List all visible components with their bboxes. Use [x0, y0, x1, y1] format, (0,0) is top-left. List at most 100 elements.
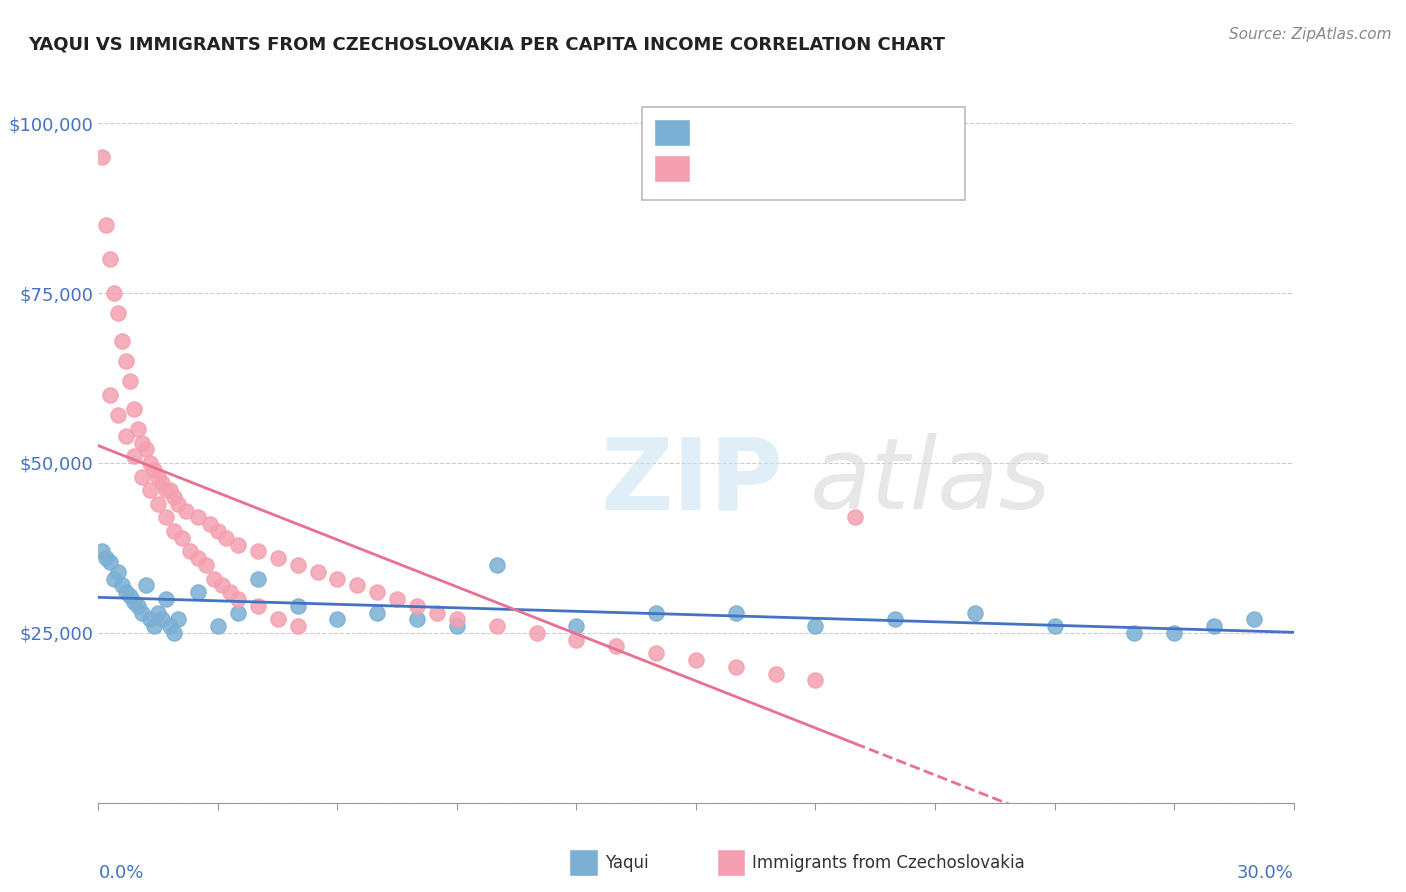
Point	[246, 544, 269, 558]
Point	[485, 619, 508, 633]
Point	[1043, 619, 1066, 633]
Point	[148, 606, 170, 620]
Text: Immigrants from Czechoslovakia: Immigrants from Czechoslovakia	[752, 854, 1025, 871]
Point	[267, 551, 290, 566]
Point	[150, 612, 173, 626]
Point	[174, 503, 197, 517]
Point	[131, 469, 153, 483]
Point	[103, 286, 125, 301]
Point	[167, 497, 190, 511]
Point	[107, 306, 129, 320]
Point	[96, 218, 118, 232]
Text: 30.0%: 30.0%	[1237, 864, 1294, 882]
Point	[605, 640, 627, 654]
Point	[287, 599, 309, 613]
Point	[267, 612, 290, 626]
Point	[150, 476, 173, 491]
Point	[167, 612, 190, 626]
Point	[246, 572, 269, 586]
Point	[120, 589, 142, 603]
Point	[226, 606, 249, 620]
Point	[107, 409, 129, 423]
Text: 0.0%: 0.0%	[98, 864, 143, 882]
Point	[215, 531, 238, 545]
Point	[202, 572, 225, 586]
Point	[724, 660, 747, 674]
Point	[120, 375, 142, 389]
Point	[139, 612, 162, 626]
Point	[159, 619, 181, 633]
Point	[366, 585, 388, 599]
Point	[107, 565, 129, 579]
Point	[226, 591, 249, 606]
Point	[172, 531, 194, 545]
Point	[226, 537, 249, 551]
FancyBboxPatch shape	[643, 107, 965, 200]
Point	[346, 578, 368, 592]
Point	[1163, 626, 1185, 640]
FancyBboxPatch shape	[654, 155, 690, 182]
Point	[246, 599, 269, 613]
Point	[131, 435, 153, 450]
Point	[844, 510, 866, 524]
Point	[148, 469, 170, 483]
Text: Source: ZipAtlas.com: Source: ZipAtlas.com	[1229, 27, 1392, 42]
Point	[1123, 626, 1146, 640]
Point	[804, 673, 827, 688]
Point	[287, 558, 309, 572]
Point	[219, 585, 242, 599]
Point	[98, 252, 122, 266]
Point	[115, 429, 138, 443]
Point	[326, 612, 349, 626]
Text: ZIP: ZIP	[600, 434, 783, 530]
Text: R =  -0.148   N =  41: R = -0.148 N = 41	[702, 123, 922, 141]
Point	[143, 619, 166, 633]
Point	[96, 551, 118, 566]
Point	[645, 606, 668, 620]
Point	[187, 551, 209, 566]
Text: Yaqui: Yaqui	[605, 854, 648, 871]
Point	[111, 334, 134, 348]
Point	[179, 544, 201, 558]
Point	[724, 606, 747, 620]
Point	[565, 619, 588, 633]
Point	[163, 626, 186, 640]
Point	[446, 619, 468, 633]
Point	[163, 490, 186, 504]
Point	[198, 517, 221, 532]
Point	[406, 612, 429, 626]
Point	[287, 619, 309, 633]
Point	[159, 483, 181, 498]
Point	[111, 578, 134, 592]
Point	[143, 463, 166, 477]
Point	[131, 606, 153, 620]
Point	[155, 591, 177, 606]
Point	[98, 555, 122, 569]
Point	[139, 483, 162, 498]
Point	[148, 497, 170, 511]
Point	[426, 606, 449, 620]
Point	[446, 612, 468, 626]
Point	[124, 401, 146, 416]
Point	[124, 449, 146, 463]
Point	[187, 585, 209, 599]
Point	[366, 606, 388, 620]
Point	[195, 558, 218, 572]
Point	[565, 632, 588, 647]
Point	[115, 585, 138, 599]
Point	[139, 456, 162, 470]
Point	[685, 653, 707, 667]
Point	[115, 354, 138, 368]
Point	[326, 572, 349, 586]
Point	[127, 422, 149, 436]
Point	[124, 595, 146, 609]
Point	[385, 591, 409, 606]
Point	[207, 524, 229, 538]
Point	[765, 666, 787, 681]
Point	[135, 578, 157, 592]
Point	[307, 565, 329, 579]
FancyBboxPatch shape	[654, 120, 690, 146]
Point	[406, 599, 429, 613]
Point	[155, 483, 177, 498]
Point	[163, 524, 186, 538]
